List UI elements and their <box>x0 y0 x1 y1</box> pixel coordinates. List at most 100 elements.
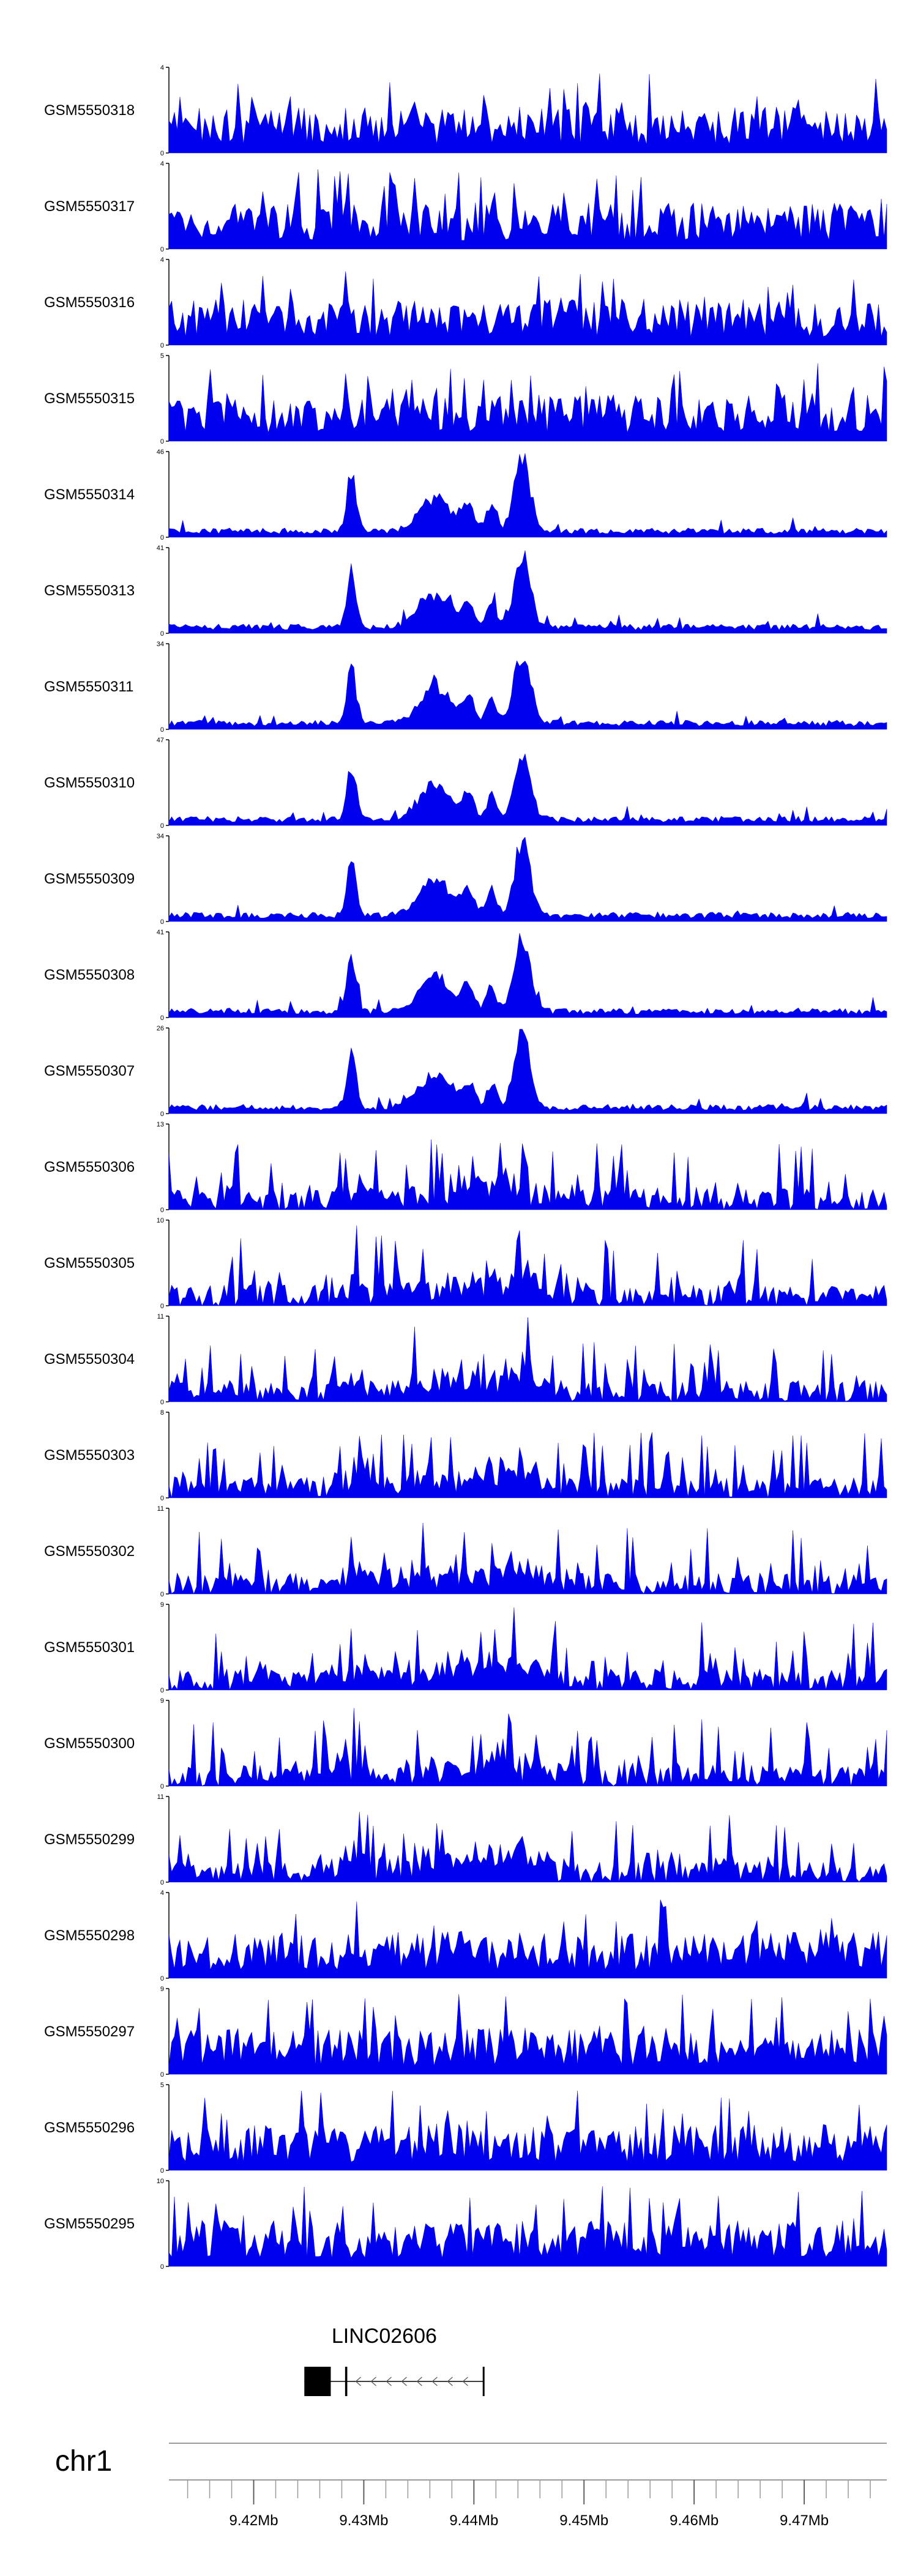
axis-tick-label: 9.43Mb <box>339 2512 388 2529</box>
track-ymax-label: 5 <box>160 2082 164 2089</box>
track-GSM5550309: GSM5550309 34 0 <box>44 833 887 926</box>
track-ymin-label: 0 <box>160 1879 164 1886</box>
track-GSM5550318: GSM5550318 4 0 <box>44 64 887 157</box>
coverage-area <box>168 1607 887 1691</box>
track-ymax-label: 8 <box>160 1409 164 1416</box>
track-ymax-label: 13 <box>157 1121 164 1128</box>
coverage-area <box>168 271 887 346</box>
coverage-tracks: GSM555031840GSM555031740GSM555031640GSM5… <box>44 64 887 2271</box>
track-ymin-label: 0 <box>160 342 164 349</box>
track-label: GSM5550307 <box>44 1063 135 1079</box>
track-GSM5550297: GSM5550297 9 0 <box>44 1986 887 2079</box>
track-label: GSM5550297 <box>44 2023 135 2040</box>
track-ymin-label: 0 <box>160 1495 164 1502</box>
track-ymax-label: 11 <box>157 1505 164 1513</box>
track-ymin-label: 0 <box>160 1591 164 1598</box>
track-ymin-label: 0 <box>160 1014 164 1022</box>
coverage-area <box>168 1029 887 1114</box>
track-GSM5550311: GSM5550311 34 0 <box>44 641 887 734</box>
coverage-area <box>168 2186 887 2267</box>
track-ymax-label: 9 <box>160 1986 164 1993</box>
coverage-area <box>168 453 887 538</box>
axis-tick-label: 9.45Mb <box>559 2512 608 2529</box>
track-ymin-label: 0 <box>160 1399 164 1406</box>
strand-chevron <box>447 2377 453 2386</box>
track-ymax-label: 5 <box>160 352 164 360</box>
coverage-area <box>168 169 887 250</box>
track-ymax-label: 34 <box>157 833 164 840</box>
track-label: GSM5550304 <box>44 1351 135 1368</box>
track-GSM5550295: GSM5550295 10 0 <box>44 2178 887 2271</box>
strand-chevron <box>386 2377 392 2386</box>
axis-tick-label: 9.47Mb <box>780 2512 829 2529</box>
track-GSM5550296: GSM5550296 5 0 <box>44 2082 887 2175</box>
track-GSM5550314: GSM5550314 46 0 <box>44 449 887 542</box>
track-label: GSM5550310 <box>44 775 135 791</box>
coverage-area <box>168 363 887 442</box>
coverage-area <box>168 753 887 826</box>
track-ymax-label: 4 <box>160 64 164 72</box>
track-ymax-label: 4 <box>160 1889 164 1897</box>
coverage-area <box>168 1812 887 1883</box>
track-GSM5550310: GSM5550310 47 0 <box>44 737 887 830</box>
track-label: GSM5550317 <box>44 198 135 215</box>
track-ymax-label: 11 <box>157 1313 164 1320</box>
track-GSM5550299: GSM5550299 11 0 <box>44 1793 887 1886</box>
track-label: GSM5550315 <box>44 390 135 407</box>
track-label: GSM5550316 <box>44 294 135 311</box>
track-ymax-label: 4 <box>160 160 164 168</box>
track-label: GSM5550314 <box>44 486 135 503</box>
track-label: GSM5550298 <box>44 1927 135 1944</box>
track-ymin-label: 0 <box>160 246 164 253</box>
track-ymin-label: 0 <box>160 918 164 926</box>
gene-exon <box>304 2367 331 2396</box>
track-label: GSM5550318 <box>44 102 135 119</box>
coverage-area <box>168 1139 887 1210</box>
track-ymin-label: 0 <box>160 1207 164 1214</box>
track-ymax-label: 11 <box>157 1793 164 1801</box>
track-GSM5550303: GSM5550303 8 0 <box>44 1409 887 1502</box>
gene-exon <box>345 2367 348 2396</box>
track-ymax-label: 41 <box>157 545 164 552</box>
strand-chevron <box>370 2377 376 2386</box>
track-ymax-label: 10 <box>157 1217 164 1224</box>
track-ymax-label: 47 <box>157 737 164 744</box>
track-ymin-label: 0 <box>160 1111 164 1118</box>
track-GSM5550308: GSM5550308 41 0 <box>44 929 887 1022</box>
track-label: GSM5550309 <box>44 871 135 887</box>
coverage-area <box>168 550 887 634</box>
gene-exon <box>482 2367 485 2396</box>
track-label: GSM5550296 <box>44 2120 135 2136</box>
track-GSM5550300: GSM5550300 9 0 <box>44 1697 887 1790</box>
track-ymax-label: 9 <box>160 1697 164 1705</box>
track-label: GSM5550301 <box>44 1639 135 1656</box>
track-GSM5550307: GSM5550307 26 0 <box>44 1025 887 1118</box>
axis-tick-label: 9.42Mb <box>229 2512 278 2529</box>
track-ymin-label: 0 <box>160 726 164 734</box>
track-GSM5550316: GSM5550316 4 0 <box>44 256 887 349</box>
track-ymax-label: 26 <box>157 1025 164 1032</box>
track-label: GSM5550308 <box>44 967 135 983</box>
track-GSM5550313: GSM5550313 41 0 <box>44 545 887 638</box>
track-ymin-label: 0 <box>160 1975 164 1982</box>
track-GSM5550304: GSM5550304 11 0 <box>44 1313 887 1406</box>
track-ymin-label: 0 <box>160 1303 164 1310</box>
track-ymax-label: 10 <box>157 2178 164 2185</box>
track-GSM5550298: GSM5550298 4 0 <box>44 1889 887 1982</box>
track-label: GSM5550300 <box>44 1735 135 1752</box>
track-GSM5550306: GSM5550306 13 0 <box>44 1121 887 1214</box>
strand-chevron <box>431 2377 438 2386</box>
track-label: GSM5550311 <box>44 679 133 695</box>
coverage-area <box>168 1708 887 1787</box>
track-GSM5550302: GSM5550302 11 0 <box>44 1505 887 1598</box>
coverage-area <box>168 1994 887 2075</box>
coverage-area <box>168 1522 887 1595</box>
gene-label: LINC02606 <box>332 2325 437 2348</box>
track-ymin-label: 0 <box>160 1783 164 1790</box>
coverage-area <box>168 836 887 922</box>
track-ymin-label: 0 <box>160 630 164 638</box>
track-label: GSM5550303 <box>44 1447 135 1464</box>
track-label: GSM5550299 <box>44 1831 135 1848</box>
track-ymin-label: 0 <box>160 2167 164 2175</box>
